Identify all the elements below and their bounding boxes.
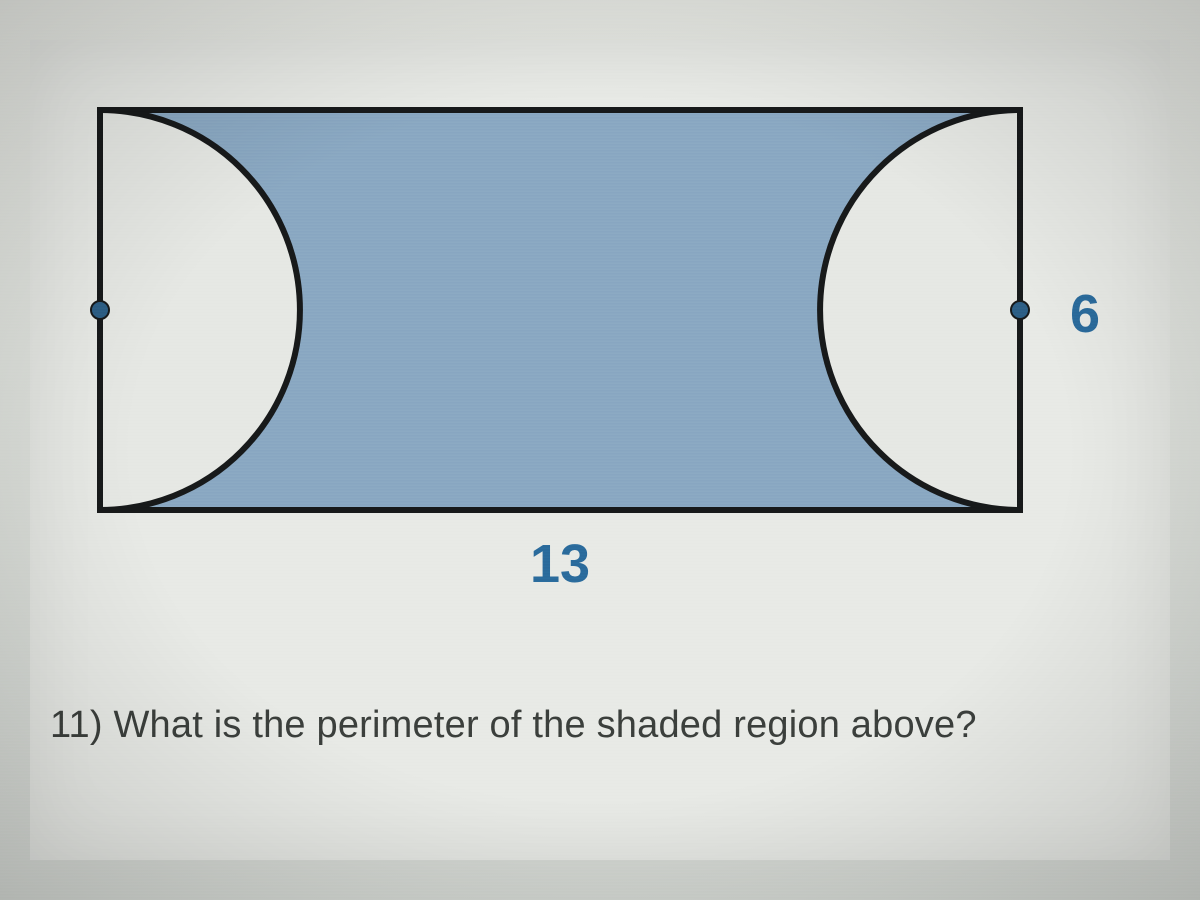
right-center-dot bbox=[1011, 301, 1029, 319]
question-body: What is the perimeter of the shaded regi… bbox=[113, 704, 976, 746]
question-number: 11) bbox=[50, 704, 103, 746]
width-label: 13 bbox=[530, 534, 590, 594]
figure-container: 6 13 bbox=[60, 80, 1140, 600]
left-center-dot bbox=[91, 301, 109, 319]
question-text: 11) What is the perimeter of the shaded … bbox=[50, 700, 1150, 751]
geometry-figure: 6 13 bbox=[60, 80, 1140, 600]
page-surface: 6 13 11) What is the perimeter of the sh… bbox=[0, 0, 1200, 900]
height-label: 6 bbox=[1070, 284, 1100, 344]
